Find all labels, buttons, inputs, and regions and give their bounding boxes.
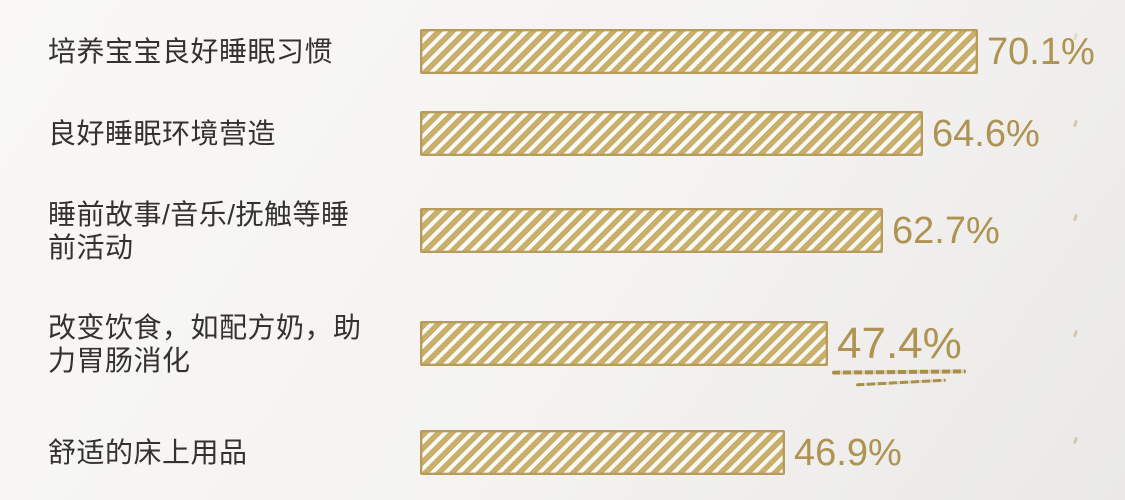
value-label: 64.6% [932, 112, 1040, 155]
category-label: 改变饮食，如配方奶，助 力胃肠消化 [48, 311, 362, 376]
hatched-bar [420, 29, 978, 74]
value-label: 46.9% [794, 431, 902, 474]
hatched-bar [420, 321, 828, 366]
value-label-highlighted: 47.4% [831, 318, 967, 386]
chart-row: 培养宝宝良好睡眠习惯 70.1% [0, 29, 1125, 74]
highlight-underline-icon [855, 378, 947, 386]
value-label: 70.1% [987, 30, 1095, 73]
value-label: 62.7% [892, 209, 1000, 252]
chart-row: 舒适的床上用品 46.9% [0, 430, 1125, 475]
category-label: 培养宝宝良好睡眠习惯 [48, 36, 334, 67]
chart-row: 睡前故事/音乐/抚触等睡 前活动 62.7% [0, 199, 1125, 263]
hatched-bar [420, 430, 785, 475]
hatched-bar [420, 208, 883, 253]
value-text: 47.4% [837, 318, 962, 368]
highlight-underline-icon [831, 368, 967, 375]
hatched-bar [420, 111, 923, 156]
category-label: 睡前故事/音乐/抚触等睡 前活动 [48, 198, 350, 263]
category-label: 舒适的床上用品 [48, 437, 248, 468]
chart-row: 良好睡眠环境营造 64.6% [0, 111, 1125, 156]
chart-row: 改变饮食，如配方奶，助 力胃肠消化 47.4% [0, 312, 1125, 386]
category-label: 良好睡眠环境营造 [48, 118, 277, 149]
